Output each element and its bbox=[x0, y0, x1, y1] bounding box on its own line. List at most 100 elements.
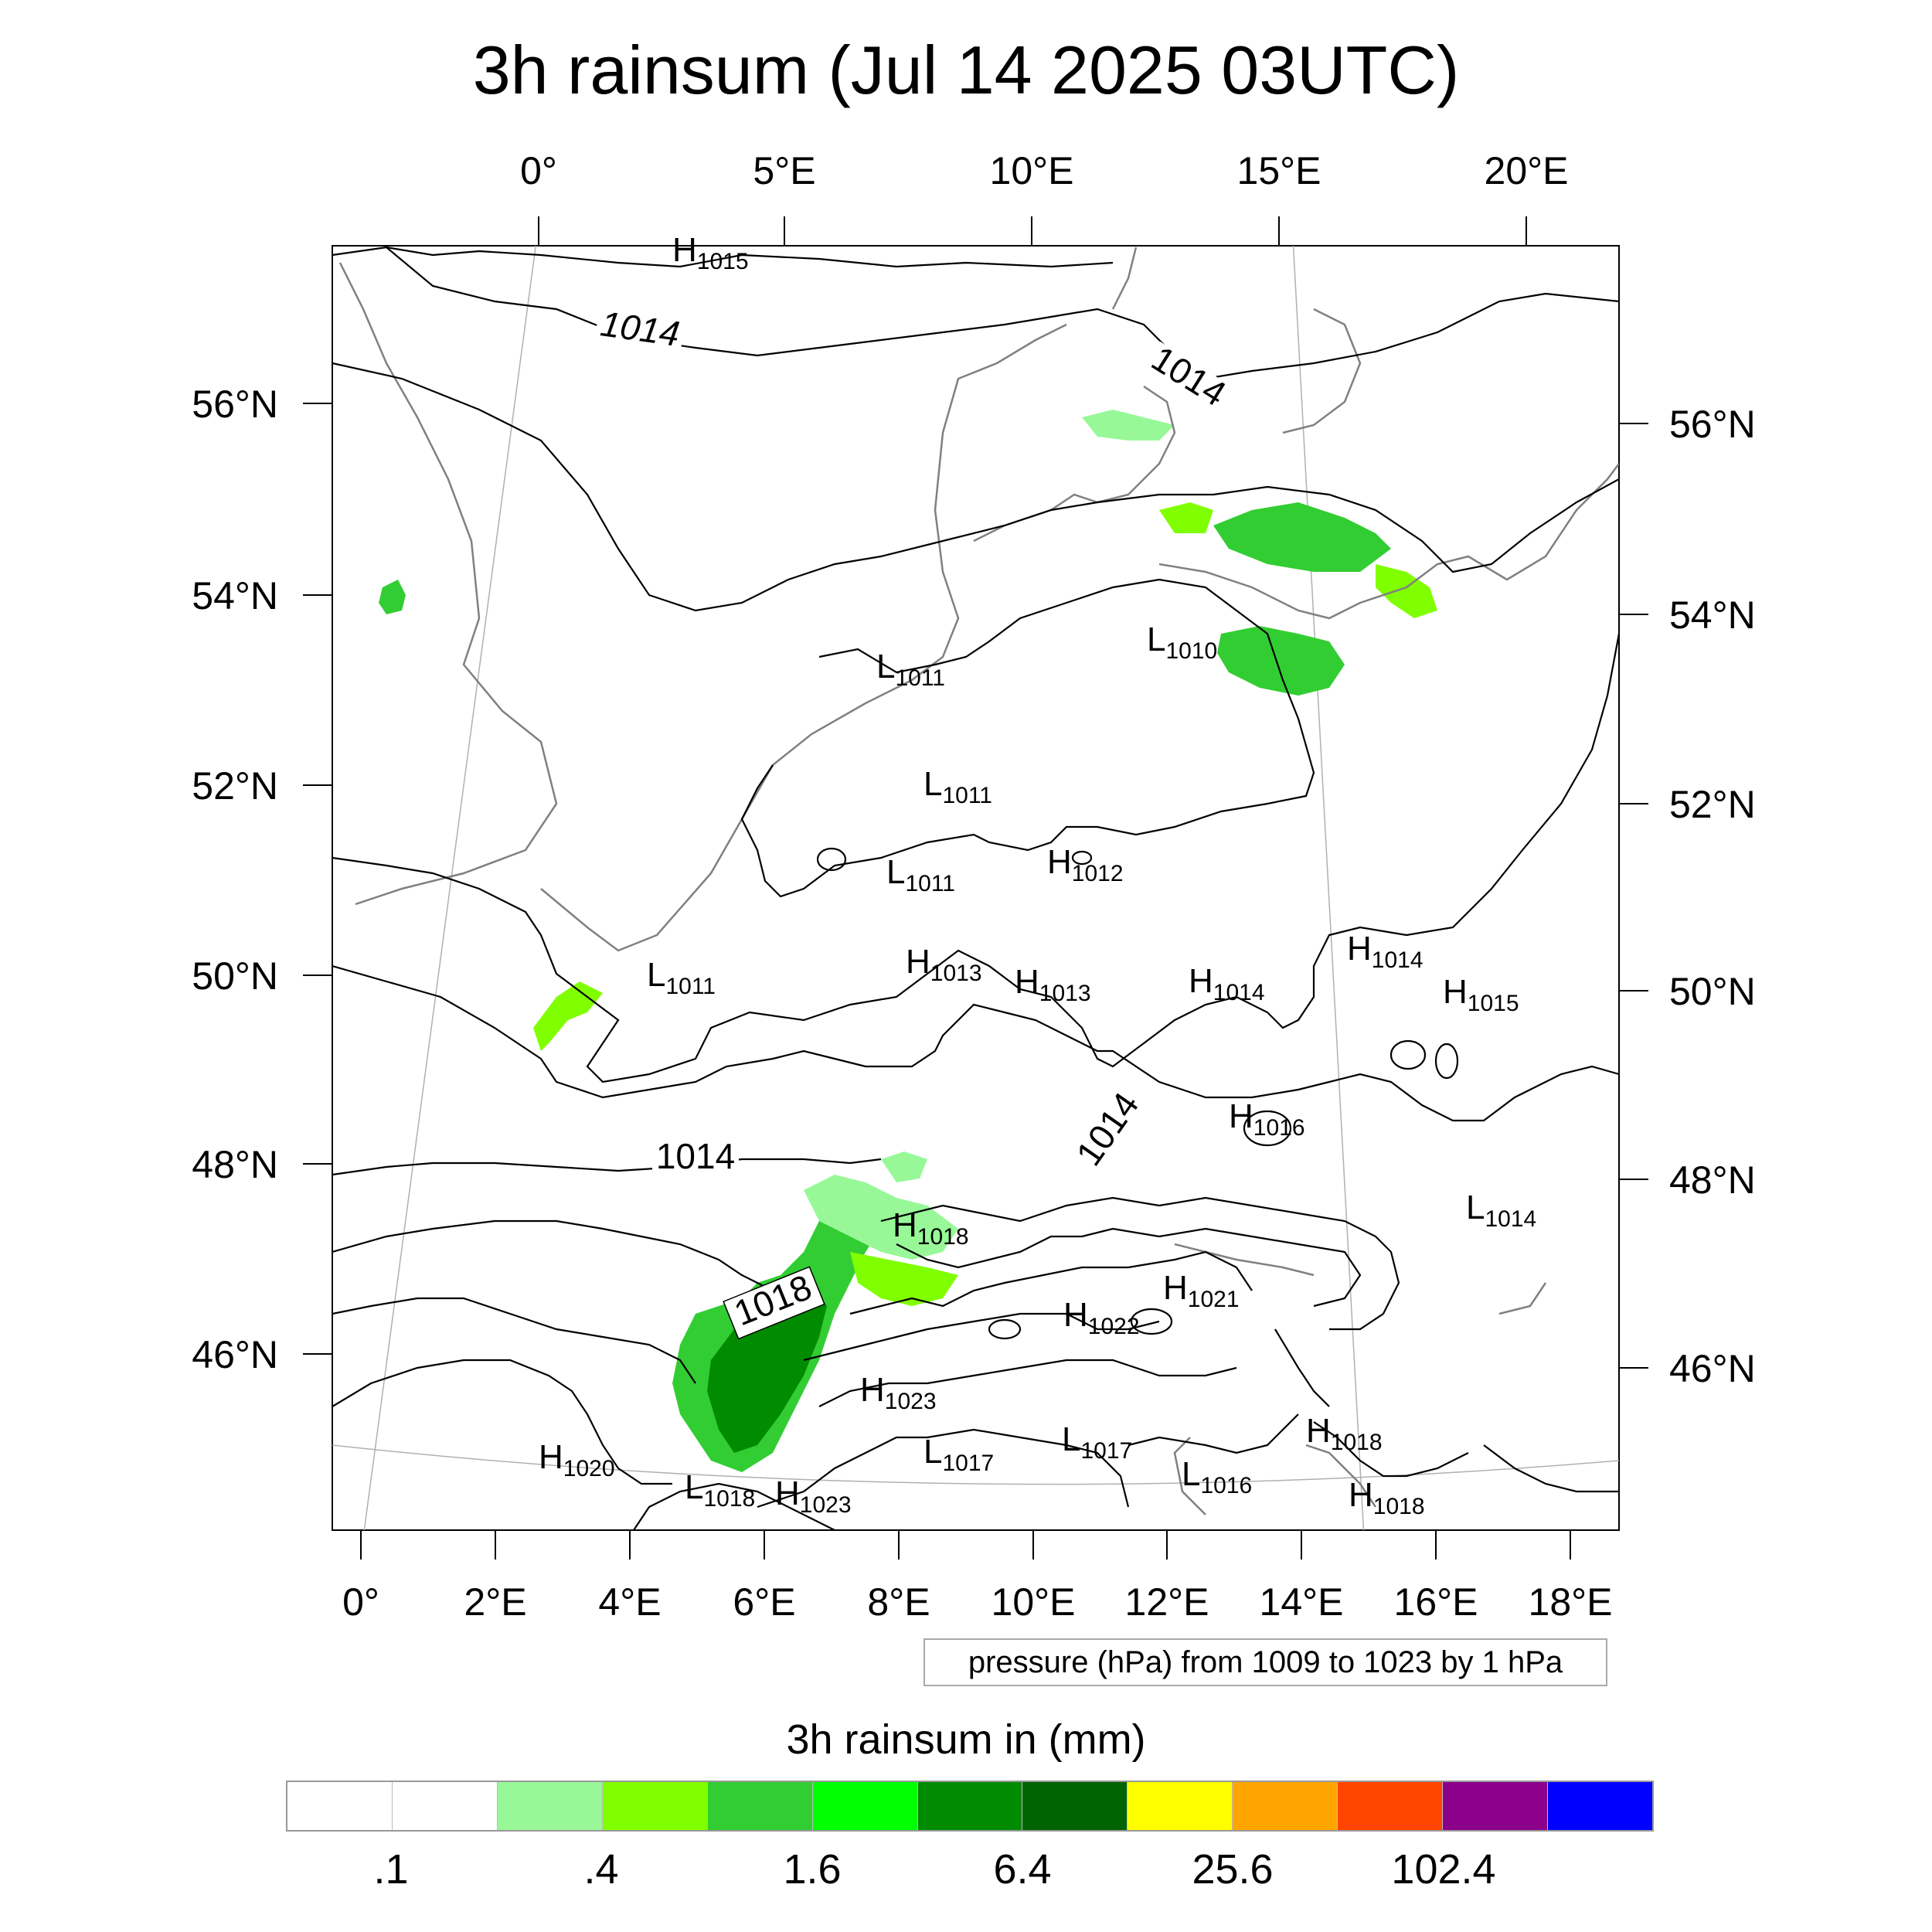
colorbar-label: .4 bbox=[583, 1846, 619, 1893]
right-lat-label: 46°N bbox=[1669, 1347, 1756, 1390]
top-lon-labels: 0° 5°E 10°E 15°E 20°E bbox=[520, 149, 1568, 192]
left-lat-label: 56°N bbox=[192, 383, 278, 426]
isobars bbox=[332, 246, 1619, 1530]
pressure-system-marker: H1022 bbox=[1063, 1296, 1140, 1339]
colorbar-box bbox=[392, 1782, 498, 1830]
left-lat-label: 52°N bbox=[192, 764, 278, 808]
colorbar-box bbox=[497, 1782, 603, 1830]
chart-title: 3h rainsum (Jul 14 2025 03UTC) bbox=[472, 32, 1460, 108]
pressure-system-marker: L1011 bbox=[886, 853, 955, 896]
left-lat-label: 54°N bbox=[192, 574, 278, 617]
bottom-lon-label: 0° bbox=[342, 1580, 379, 1624]
bottom-lon-label: 4°E bbox=[598, 1580, 661, 1624]
tick-marks bbox=[303, 216, 1648, 1560]
colorbar-label: 25.6 bbox=[1192, 1846, 1274, 1893]
precip-patch-belgium bbox=[533, 981, 603, 1051]
bottom-lon-label: 14°E bbox=[1260, 1580, 1344, 1624]
contour-info-box: pressure (hPa) from 1009 to 1023 by 1 hP… bbox=[923, 1638, 1607, 1686]
left-lat-labels: 56°N 54°N 52°N 50°N 48°N 46°N bbox=[192, 383, 278, 1376]
pressure-system-marker: H1020 bbox=[539, 1438, 615, 1481]
pressure-systems: H1015 L1011 L1010 L1011 L1011 H1012 L101… bbox=[539, 231, 1536, 1519]
pressure-system-marker: L1011 bbox=[876, 648, 945, 691]
bottom-lon-labels: 0° 2°E 4°E 6°E 8°E 10°E 12°E 14°E 16°E 1… bbox=[342, 1580, 1612, 1624]
pressure-system-marker: H1018 bbox=[893, 1206, 969, 1250]
pressure-system-marker: L1018 bbox=[685, 1468, 755, 1512]
pressure-system-marker: H1023 bbox=[860, 1371, 937, 1414]
top-lon-label: 10°E bbox=[990, 149, 1074, 192]
precip-patch-denmark bbox=[1082, 410, 1175, 440]
pressure-system-marker: H1015 bbox=[1443, 973, 1519, 1016]
pressure-system-marker: H1018 bbox=[1306, 1412, 1383, 1455]
pressure-system-marker: L1011 bbox=[923, 765, 992, 808]
pressure-system-marker: H1018 bbox=[1349, 1476, 1425, 1519]
top-lon-label: 15°E bbox=[1237, 149, 1321, 192]
colorbar-box bbox=[1233, 1782, 1338, 1830]
right-lat-label: 48°N bbox=[1669, 1158, 1756, 1202]
bottom-lon-label: 18°E bbox=[1529, 1580, 1613, 1624]
closed-isobars bbox=[816, 847, 1459, 1340]
colorbar-box bbox=[1443, 1782, 1549, 1830]
top-lon-label: 5°E bbox=[753, 149, 815, 192]
colorbar-label: 6.4 bbox=[993, 1846, 1052, 1893]
pressure-system-marker: L1017 bbox=[1062, 1420, 1132, 1464]
pressure-system-marker: H1013 bbox=[1015, 963, 1091, 1006]
right-lat-labels: 56°N 54°N 52°N 50°N 48°N 46°N bbox=[1669, 403, 1756, 1390]
right-lat-label: 50°N bbox=[1669, 970, 1756, 1013]
precip-patch-bavaria bbox=[881, 1151, 927, 1182]
isobar-label: 1014 bbox=[656, 1136, 735, 1176]
precip-patch-pomerania bbox=[1376, 564, 1437, 618]
pressure-system-marker: L1010 bbox=[1147, 621, 1217, 664]
colorbar-label: .1 bbox=[373, 1846, 409, 1893]
colorbar-box bbox=[812, 1782, 918, 1830]
pressure-system-marker: L1016 bbox=[1182, 1455, 1252, 1498]
pressure-system-marker: H1013 bbox=[906, 943, 982, 986]
right-lat-label: 56°N bbox=[1669, 403, 1756, 446]
bottom-lon-label: 16°E bbox=[1394, 1580, 1478, 1624]
bottom-lon-label: 12°E bbox=[1125, 1580, 1209, 1624]
bottom-lon-label: 10°E bbox=[992, 1580, 1076, 1624]
colorbar-box bbox=[1022, 1782, 1128, 1830]
colorbar-box bbox=[707, 1782, 813, 1830]
pressure-system-marker: H1021 bbox=[1163, 1269, 1240, 1312]
colorbar-box bbox=[602, 1782, 708, 1830]
pressure-system-marker: L1017 bbox=[923, 1433, 994, 1476]
colorbar-box bbox=[1128, 1782, 1233, 1830]
colorbar bbox=[286, 1781, 1654, 1832]
pressure-system-marker: H1012 bbox=[1047, 843, 1124, 886]
colorbar-title: 3h rainsum in (mm) bbox=[786, 1716, 1146, 1763]
pressure-system-marker: H1014 bbox=[1347, 930, 1423, 973]
coastlines bbox=[338, 247, 1619, 1515]
bottom-lon-label: 8°E bbox=[867, 1580, 930, 1624]
pressure-system-marker: H1016 bbox=[1229, 1097, 1305, 1141]
pressure-system-marker: L1014 bbox=[1466, 1189, 1536, 1232]
left-lat-label: 46°N bbox=[192, 1333, 278, 1376]
colorbar-label: 1.6 bbox=[783, 1846, 842, 1893]
precip-patch-alps-edge bbox=[804, 1175, 958, 1260]
colorbar-box bbox=[287, 1782, 393, 1830]
right-lat-label: 52°N bbox=[1669, 783, 1756, 826]
left-lat-label: 50°N bbox=[192, 954, 278, 998]
pressure-system-marker: L1011 bbox=[647, 956, 716, 999]
top-lon-label: 20°E bbox=[1485, 149, 1569, 192]
precip-patch-baltic bbox=[1159, 502, 1213, 533]
precip-field bbox=[379, 410, 1437, 1472]
precip-patch-uk bbox=[379, 580, 406, 614]
pressure-system-marker: H1015 bbox=[672, 231, 749, 274]
right-lat-label: 54°N bbox=[1669, 594, 1756, 637]
bottom-lon-label: 6°E bbox=[733, 1580, 795, 1624]
map-frame bbox=[332, 245, 1620, 1531]
precip-patch-poland bbox=[1217, 626, 1345, 696]
precip-patch-alps-core bbox=[707, 1283, 827, 1453]
pressure-system-marker: H1023 bbox=[775, 1475, 852, 1518]
left-lat-label: 48°N bbox=[192, 1143, 278, 1186]
colorbar-box bbox=[917, 1782, 1023, 1830]
precip-patch-switzerland bbox=[850, 1252, 958, 1306]
colorbar-box bbox=[1548, 1782, 1652, 1830]
graticule bbox=[332, 246, 1619, 1530]
colorbar-label: 102.4 bbox=[1391, 1846, 1496, 1893]
top-lon-label: 0° bbox=[520, 149, 557, 192]
pressure-system-marker: H1014 bbox=[1189, 962, 1265, 1005]
bottom-lon-label: 2°E bbox=[464, 1580, 526, 1624]
precip-patch-north-germany bbox=[1213, 502, 1391, 572]
